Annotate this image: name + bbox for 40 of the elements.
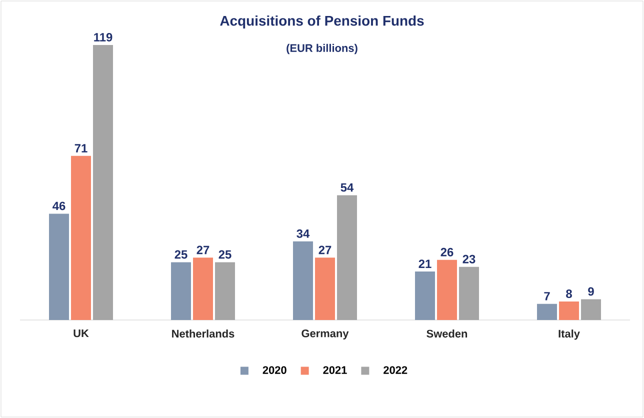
- data-label: 119: [94, 33, 112, 42]
- data-label: 25: [174, 250, 188, 259]
- bar: [337, 195, 358, 320]
- data-label: 26: [440, 248, 454, 256]
- chart-title: Acquisitions of Pension Funds: [220, 15, 424, 28]
- data-label: 25: [218, 250, 232, 259]
- data-label: 34: [296, 229, 310, 238]
- x-tick-label: Italy: [558, 330, 580, 340]
- bar: [49, 214, 70, 320]
- bar: [293, 241, 314, 320]
- x-tick-label: Netherlands: [172, 330, 234, 338]
- x-tick-label: Germany: [302, 330, 349, 340]
- bar: [415, 271, 436, 320]
- bar: [171, 262, 192, 320]
- data-label: 54: [340, 183, 354, 192]
- data-label: 23: [462, 254, 476, 264]
- legend-label: 2021: [323, 366, 347, 374]
- bar: [215, 262, 236, 320]
- bar: [459, 266, 480, 320]
- bar: [437, 260, 458, 320]
- bar: [537, 304, 558, 320]
- data-label: 71: [74, 144, 88, 152]
- data-label: 9: [588, 287, 594, 296]
- data-label: 21: [418, 260, 432, 268]
- data-label: 27: [318, 246, 332, 254]
- legend-label: 2020: [262, 366, 286, 374]
- bar: [315, 258, 336, 320]
- bar: [581, 299, 602, 320]
- bar: [193, 258, 214, 320]
- data-label: 27: [196, 246, 210, 254]
- bar: [71, 156, 92, 320]
- x-tick-label: Sweden: [426, 330, 468, 338]
- chart-subtitle: (EUR billions): [286, 44, 358, 54]
- x-tick-label: UK: [74, 330, 89, 338]
- data-label: 46: [52, 202, 66, 210]
- data-label: 8: [566, 290, 572, 298]
- data-label: 7: [544, 292, 550, 300]
- bar: [93, 44, 114, 320]
- bar: [559, 302, 580, 320]
- legend-label: 2022: [384, 366, 408, 374]
